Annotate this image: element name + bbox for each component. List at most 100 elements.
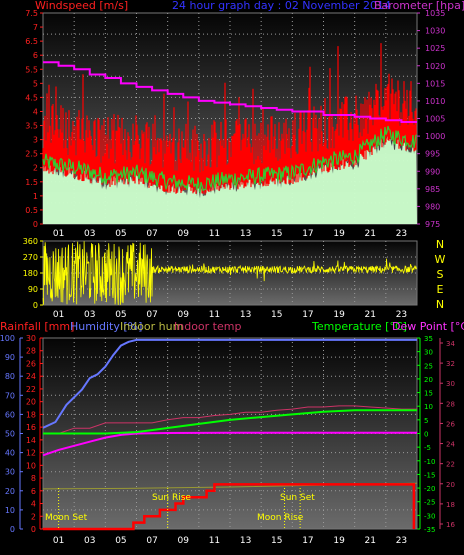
- compass-n: N: [436, 238, 444, 251]
- hour-tick-label: 03: [84, 229, 95, 239]
- bottom-hour-axis: 01 03 05 07 09 11 13 15 17 19 21 23: [53, 536, 407, 546]
- hour-tick-label: 09: [178, 310, 190, 320]
- y-tick-label: 995: [425, 150, 440, 159]
- y-tick-label: 3.5: [25, 122, 38, 131]
- direction-axis: 0 90 180 270 360: [23, 237, 43, 310]
- y-tick-label: 4: [33, 107, 38, 116]
- y-tick-label: 980: [425, 202, 440, 211]
- direction-series: [42, 241, 417, 305]
- y-tick-label: 1025: [425, 44, 445, 53]
- barometer-label: Barometer [hpa]: [374, 0, 464, 12]
- y-tick-label: 0: [424, 431, 428, 439]
- hour-tick-label: 11: [209, 310, 220, 320]
- y-tick-label: 0.5: [25, 206, 38, 215]
- y-tick-label: 28: [26, 347, 36, 356]
- graph-title: 24 hour graph day : 02 November 2014: [172, 0, 391, 12]
- barometer-axis: 975 980 985 990 995 1000 1005 1010 1015 1020 1025 1…: [417, 9, 445, 229]
- y-tick-label: 15: [424, 390, 433, 398]
- hour-tick-label: 19: [333, 310, 345, 320]
- y-tick-label: 50: [5, 430, 15, 439]
- y-tick-label: 14: [26, 436, 36, 445]
- temperature-series: [43, 409, 417, 435]
- y-tick-label: 18: [446, 501, 455, 509]
- indoor-temp-label: Indoor temp: [174, 320, 241, 333]
- wind-average-line: [42, 125, 417, 193]
- y-tick-label: 0: [31, 525, 36, 534]
- y-tick-label: 8: [31, 474, 36, 483]
- y-tick-label: 12: [26, 449, 36, 458]
- hour-tick-label: 15: [271, 310, 282, 320]
- y-tick-label: 26: [26, 359, 36, 368]
- y-tick-label: 1030: [425, 27, 445, 36]
- y-tick-label: -5: [424, 444, 431, 452]
- y-tick-label: 1005: [425, 115, 445, 124]
- sun-set-annotation: Sun Set: [280, 493, 315, 503]
- y-tick-label: 2.5: [25, 150, 38, 159]
- y-tick-label: 7.5: [25, 9, 38, 18]
- y-tick-label: 360: [23, 237, 38, 246]
- y-tick-label: -25: [424, 499, 435, 507]
- hour-tick-label: 09: [178, 536, 190, 546]
- compass-n: N: [436, 298, 444, 311]
- y-tick-label: 985: [425, 185, 440, 194]
- y-tick-label: 1035: [425, 9, 445, 18]
- y-tick-label: 5: [33, 79, 38, 88]
- top-hour-axis: 01 03 05 07 09 11 13 15 17 19 21 23: [53, 229, 407, 239]
- y-tick-label: 18: [26, 410, 36, 419]
- compass-e: E: [437, 283, 444, 296]
- hour-tick-label: 23: [396, 310, 407, 320]
- y-tick-label: 26: [446, 420, 455, 428]
- hour-tick-label: 07: [146, 536, 157, 546]
- y-tick-label: 6.5: [25, 37, 38, 46]
- y-tick-label: 22: [446, 461, 455, 469]
- hour-tick-label: 17: [302, 536, 313, 546]
- windspeed-label: Windspeed [m/s]: [35, 0, 128, 12]
- y-tick-label: 25: [424, 362, 433, 370]
- moon-rise-annotation: Moon Rise: [257, 513, 304, 523]
- y-tick-label: -30: [424, 512, 435, 520]
- y-tick-label: 100: [0, 334, 15, 343]
- y-tick-label: 80: [5, 372, 15, 381]
- direction-hour-axis: 01 03 05 07 09 11 13 15 17 19 21 23: [53, 310, 407, 320]
- y-tick-label: 990: [425, 167, 440, 176]
- top-series: [42, 43, 417, 224]
- humidity-series: [42, 338, 417, 429]
- compass-w: W: [435, 253, 446, 266]
- y-tick-label: 24: [26, 372, 36, 381]
- y-tick-label: 16: [26, 423, 36, 432]
- y-tick-label: 10: [5, 506, 15, 515]
- temperature-label: Temperature [°C]: [311, 320, 407, 333]
- hour-tick-label: 17: [302, 229, 313, 239]
- indoor-hum-label: Indoor hum: [120, 320, 183, 333]
- hour-tick-label: 11: [209, 536, 220, 546]
- hour-tick-label: 15: [271, 536, 282, 546]
- y-tick-label: 2: [31, 512, 36, 521]
- y-tick-label: 5: [424, 417, 428, 425]
- y-tick-label: 6: [33, 51, 38, 60]
- hour-tick-label: 01: [53, 229, 64, 239]
- y-tick-label: 180: [23, 269, 38, 278]
- y-tick-label: 90: [5, 353, 15, 362]
- hour-tick-label: 17: [302, 310, 313, 320]
- humidity-label: Humidity [%]: [70, 320, 142, 333]
- hour-tick-label: 21: [365, 310, 376, 320]
- y-tick-label: -20: [424, 485, 435, 493]
- y-tick-label: 20: [446, 481, 455, 489]
- y-tick-label: 0: [33, 301, 38, 310]
- bottom-axes: 0102030405060708090100024681012141618202…: [0, 334, 455, 534]
- hour-tick-label: 13: [240, 229, 251, 239]
- wind-direction-series: [42, 241, 417, 305]
- y-tick-label: 24: [446, 441, 455, 449]
- y-tick-label: 10: [26, 461, 36, 470]
- y-tick-label: 40: [5, 449, 15, 458]
- y-tick-label: 7: [33, 23, 38, 32]
- rainfall-series: [43, 483, 416, 531]
- hour-tick-label: 09: [178, 229, 190, 239]
- y-tick-label: 20: [424, 376, 433, 384]
- y-tick-label: 270: [23, 253, 38, 262]
- y-tick-label: 1: [33, 192, 38, 201]
- y-tick-label: 28: [446, 400, 455, 408]
- y-tick-label: -35: [424, 526, 435, 534]
- y-tick-label: 20: [26, 398, 36, 407]
